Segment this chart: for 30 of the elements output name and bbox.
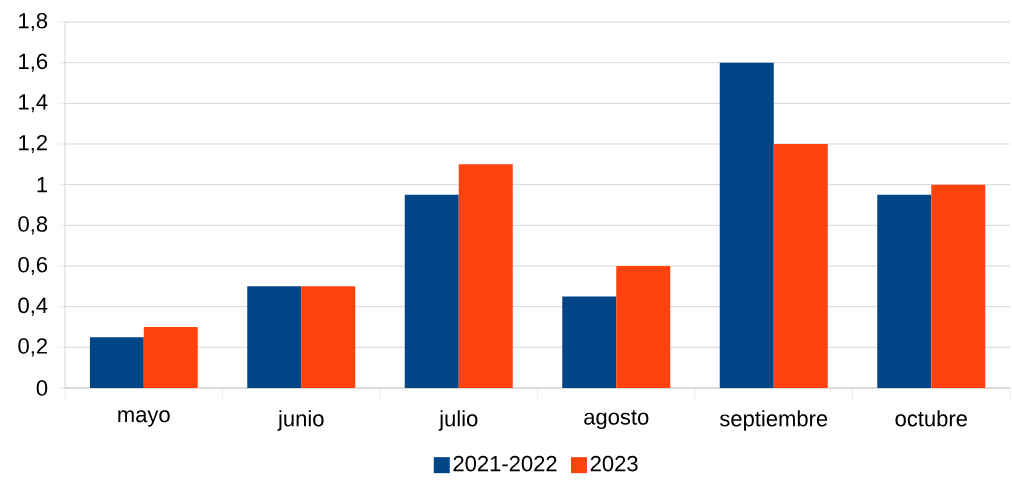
y-tick-label: 1 bbox=[37, 177, 47, 193]
y-tick-label: 0,2 bbox=[18, 338, 47, 357]
bar bbox=[719, 62, 774, 388]
bar bbox=[773, 144, 828, 388]
bar bbox=[143, 327, 198, 388]
legend-label: 2021-2022 bbox=[453, 455, 557, 472]
x-tick-label: julio bbox=[438, 410, 478, 431]
bar bbox=[562, 296, 617, 388]
y-tick-label: 1,6 bbox=[19, 53, 48, 72]
y-tick-label: 1,4 bbox=[19, 94, 48, 113]
x-tick-label: septiembre bbox=[719, 410, 828, 431]
bar bbox=[931, 184, 986, 388]
x-tick-label: mayo bbox=[118, 410, 170, 427]
y-tick-label: 0,8 bbox=[18, 216, 48, 235]
bar bbox=[877, 194, 932, 388]
bar bbox=[616, 266, 671, 388]
bar bbox=[301, 286, 356, 388]
bar bbox=[247, 286, 302, 388]
bar bbox=[404, 194, 459, 388]
y-tick-label: 0 bbox=[36, 380, 48, 396]
x-tick-label: agosto bbox=[584, 410, 649, 430]
y-tick-label: 0,6 bbox=[18, 256, 48, 276]
y-tick-label: 1,2 bbox=[19, 134, 47, 154]
legend-label: 2023 bbox=[590, 455, 638, 472]
y-tick-label: 0,4 bbox=[18, 297, 48, 316]
bar bbox=[89, 337, 144, 388]
y-tick-label: 1,8 bbox=[19, 12, 48, 32]
bar bbox=[458, 164, 513, 388]
x-tick-label: junio bbox=[277, 410, 324, 431]
x-tick-label: octubre bbox=[895, 410, 967, 427]
